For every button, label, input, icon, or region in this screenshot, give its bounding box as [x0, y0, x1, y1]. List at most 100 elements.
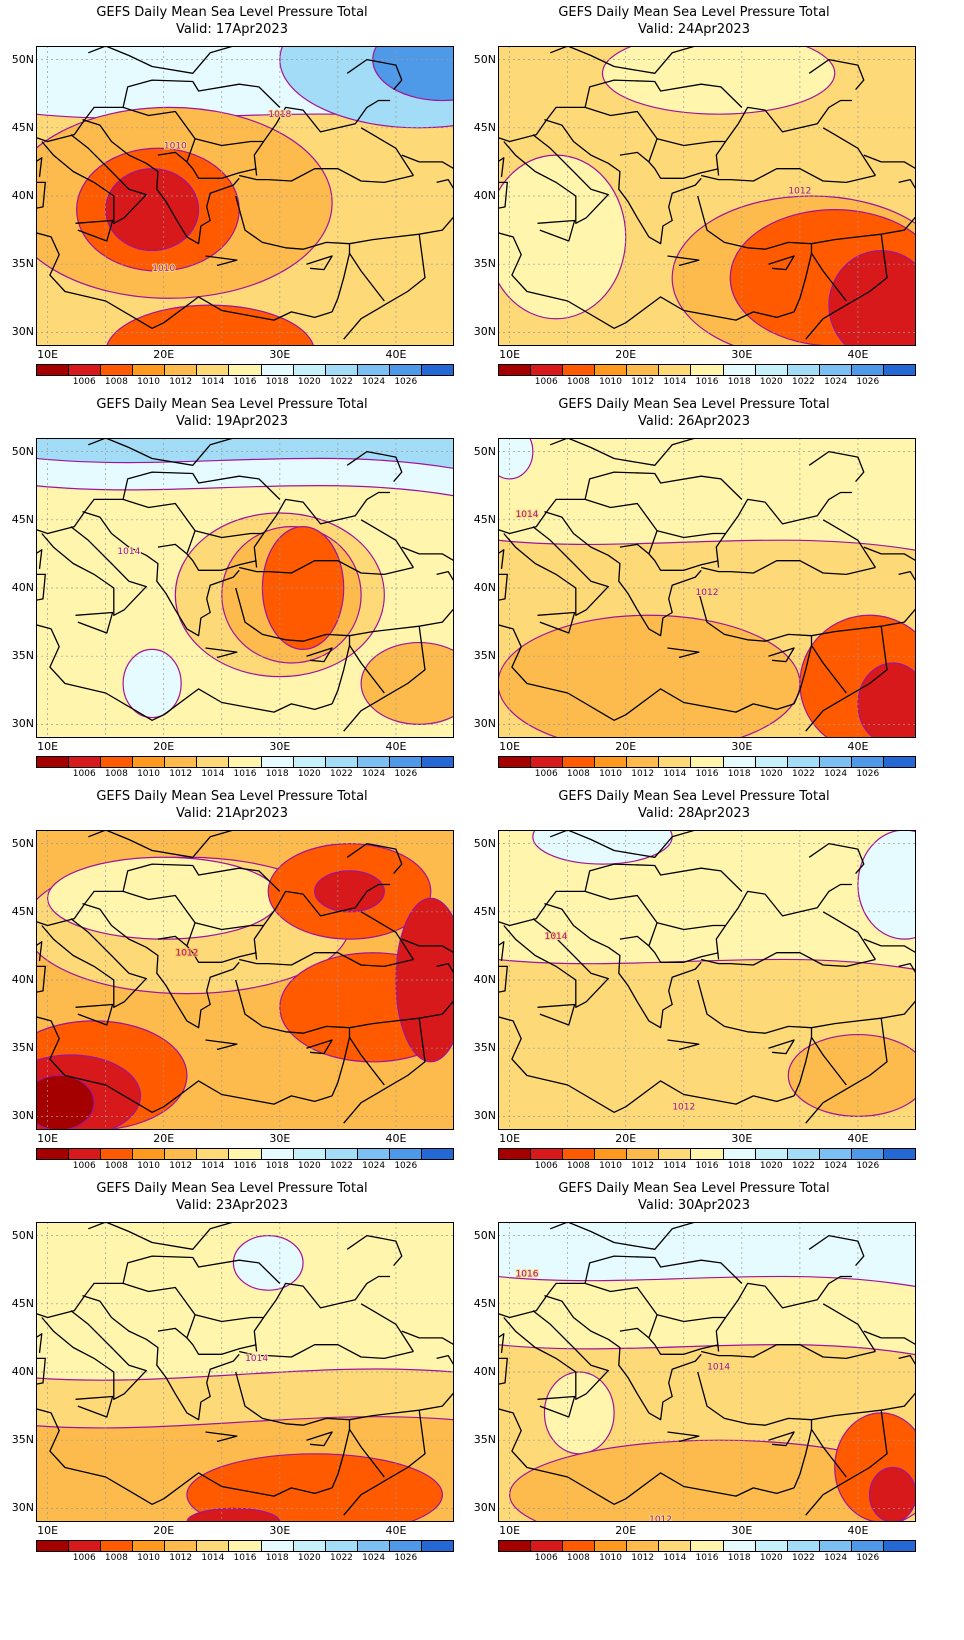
colorbar-label: 1008: [566, 1553, 590, 1563]
valid-date: Valid: 19Apr2023: [176, 414, 288, 429]
colorbar-label: 1006: [534, 1553, 558, 1563]
coastline: [503, 918, 609, 1008]
colorbar-swatch: [659, 757, 692, 767]
lat-label: 50N: [11, 444, 34, 458]
lon-label: 40E: [847, 348, 869, 361]
coastline: [343, 1018, 426, 1124]
coastline: [36, 573, 46, 601]
lon-label: 10E: [499, 348, 521, 361]
colorbar-swatch: [229, 1149, 262, 1159]
colorbar-label: 1008: [566, 769, 590, 779]
colorbar-label: 1014: [663, 1553, 687, 1563]
coastline: [715, 491, 853, 568]
colorbar-label: 1008: [104, 1553, 128, 1563]
lon-label: 40E: [847, 740, 869, 753]
coastline: [537, 219, 576, 242]
coastline: [537, 1003, 576, 1026]
lat-label: 50N: [11, 836, 34, 850]
coastline: [810, 252, 847, 302]
contour-label: 1012: [649, 1515, 672, 1522]
coastline: [768, 1431, 795, 1447]
colorbar-swatch: [229, 757, 262, 767]
coastline: [205, 1039, 238, 1051]
coastline: [205, 647, 238, 659]
contour-label: 1014: [117, 547, 140, 557]
coastline: [805, 234, 888, 340]
lat-label: 50N: [473, 836, 496, 850]
coastline: [346, 842, 403, 875]
colorbar-label: 1008: [104, 1161, 128, 1171]
coastline: [360, 911, 414, 960]
map-panel: GEFS Daily Mean Sea Level Pressure Total…: [464, 784, 924, 1194]
colorbar-label: 1026: [856, 769, 880, 779]
coastline: [619, 1327, 650, 1339]
lon-label: 20E: [153, 1524, 175, 1537]
colorbar-label: 1024: [824, 1553, 848, 1563]
colorbar-swatch: [357, 365, 390, 375]
colorbar-swatch: [197, 1149, 230, 1159]
coastline: [349, 1000, 454, 1029]
coastline: [36, 181, 46, 209]
coastline: [436, 1354, 454, 1366]
lat-label: 35N: [473, 1433, 496, 1447]
coastline: [498, 1255, 743, 1319]
colorbar-swatch: [101, 1541, 134, 1551]
map-canvas: 1014 1012: [498, 830, 916, 1130]
lat-label: 40N: [473, 581, 496, 594]
colorbar-label: 1014: [201, 1553, 225, 1563]
colorbar-swatch: [101, 757, 134, 767]
colorbar-swatch: [851, 365, 884, 375]
valid-date: Valid: 30Apr2023: [638, 1198, 750, 1213]
colorbar-swatch: [531, 1149, 564, 1159]
colorbar-label: 1018: [265, 377, 289, 387]
pressure-map: 1012: [498, 46, 916, 346]
colorbar: [36, 1148, 454, 1160]
lat-label: 35N: [11, 649, 34, 663]
colorbar-swatch: [659, 1541, 692, 1551]
colorbar-label: 1024: [362, 769, 386, 779]
colorbar-label: 1022: [330, 377, 353, 387]
lon-label: 10E: [37, 1524, 59, 1537]
coastline: [88, 438, 280, 466]
colorbar-label: 1024: [824, 377, 848, 387]
coastline: [349, 216, 454, 245]
colorbar-label: 1020: [759, 769, 783, 779]
colorbar-label: 1012: [631, 1553, 655, 1563]
lat-label: 45N: [473, 512, 496, 526]
pressure-region: [828, 249, 916, 346]
colorbar-swatch: [357, 1149, 390, 1159]
lat-label: 30N: [11, 717, 34, 731]
colorbar-swatch: [691, 1149, 724, 1159]
contour-label: 1012: [672, 1103, 695, 1113]
coastline: [822, 519, 876, 568]
pressure-region: [186, 1453, 443, 1522]
coastline: [36, 863, 281, 927]
colorbar-swatch: [101, 365, 134, 375]
pressure-map: 1014: [36, 1222, 454, 1522]
coastline: [253, 883, 391, 960]
colorbar-swatch: [261, 1149, 294, 1159]
coastline: [186, 1314, 257, 1355]
colorbar-swatch: [883, 757, 916, 767]
coastline: [157, 1327, 188, 1339]
coastline: [701, 1344, 876, 1360]
coastline: [41, 526, 147, 616]
coastline: [667, 255, 700, 267]
pressure-region: [787, 1033, 916, 1117]
coastline: [667, 1431, 700, 1443]
colorbar-label: 1022: [792, 769, 815, 779]
colorbar-label: 1016: [233, 1553, 257, 1563]
colorbar-label: 1014: [663, 1161, 687, 1171]
coastline: [253, 99, 391, 176]
coastline: [648, 138, 719, 179]
contour-label: 1014: [516, 510, 539, 520]
colorbar-label: 1018: [265, 1553, 289, 1563]
coastline: [75, 219, 114, 242]
coastline: [348, 252, 385, 302]
lat-label: 30N: [473, 1109, 496, 1123]
coastline: [36, 232, 333, 329]
lon-label: 10E: [499, 1524, 521, 1537]
coastline: [715, 883, 853, 960]
colorbar-label: 1010: [599, 769, 622, 779]
coastline: [36, 1016, 333, 1113]
